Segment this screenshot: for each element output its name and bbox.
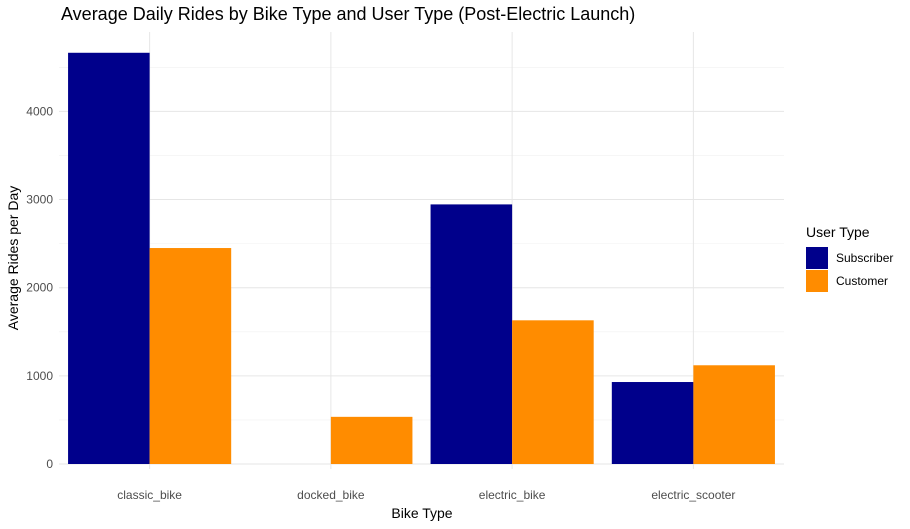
bar-docked_bike-customer: [330, 416, 413, 464]
legend-swatch-subscriber: [806, 247, 828, 269]
bar-electric_scooter-customer: [693, 365, 775, 464]
y-tick-label: 0: [46, 457, 53, 471]
bar-classic_bike-subscriber: [68, 52, 150, 465]
x-tick-label: electric_scooter: [651, 488, 735, 502]
y-tick-label: 2000: [26, 281, 53, 295]
chart-title: Average Daily Rides by Bike Type and Use…: [61, 4, 635, 24]
bar-electric_bike-customer: [512, 320, 594, 464]
y-tick-label: 1000: [26, 369, 53, 383]
x-axis-title: Bike Type: [391, 505, 452, 521]
legend-label-subscriber: Subscriber: [836, 251, 893, 265]
plot-bars: [68, 52, 775, 465]
y-axis-title: Average Rides per Day: [5, 186, 21, 330]
legend-label-customer: Customer: [836, 274, 888, 288]
legend-title: User Type: [806, 224, 870, 240]
x-tick-label: classic_bike: [117, 488, 182, 502]
x-tick-label: docked_bike: [297, 488, 365, 502]
bar-electric_bike-subscriber: [430, 204, 513, 464]
bar-electric_scooter-subscriber: [611, 382, 694, 464]
x-axis-ticks: classic_bike docked_bike electric_bike elec…: [117, 488, 735, 502]
y-tick-label: 4000: [26, 104, 53, 118]
legend: User Type Subscriber Customer: [806, 224, 893, 292]
y-tick-label: 3000: [26, 193, 53, 207]
x-tick-label: electric_bike: [479, 488, 546, 502]
y-axis-ticks: 0 1000 2000 3000 4000: [26, 104, 53, 471]
legend-swatch-customer: [806, 270, 828, 292]
legend-items: Subscriber Customer: [806, 247, 893, 292]
bar-classic_bike-customer: [149, 248, 232, 464]
